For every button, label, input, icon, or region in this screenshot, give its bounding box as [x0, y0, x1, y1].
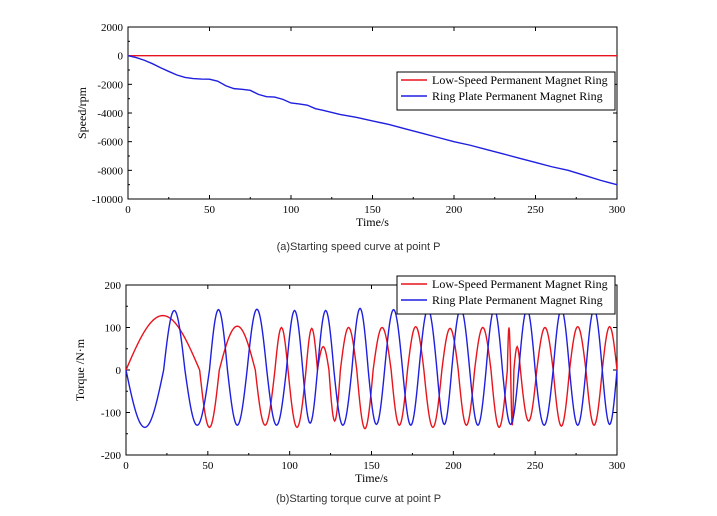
y-tick-label: -2000	[97, 79, 123, 91]
x-tick-label: 0	[125, 204, 131, 216]
x-tick-label: 0	[123, 460, 129, 472]
legend-box	[396, 275, 616, 315]
y-tick-label: 100	[105, 323, 122, 335]
plot-frame	[127, 26, 618, 200]
y-tick-label: -200	[101, 450, 122, 462]
speed-chart-figure: 0 50 100 150 200 250 300 -10000 -8000 -6000 -4000 -…	[75, 22, 626, 253]
y-tick-label: -100	[101, 408, 122, 420]
speed-chart: 0 50 100 150 200 250 300 -10000 -8000 -6000 -4000 -…	[75, 22, 626, 253]
x-tick-label: 150	[364, 204, 381, 216]
figure-caption: (a)Starting speed curve at point P	[277, 241, 441, 253]
torque-chart-figure: 0 50 100 150 200 250 300 -200 -100 0 100 200 Time/s T…	[0, 262, 717, 511]
series-line-0	[126, 314, 617, 430]
series-line-1	[126, 307, 617, 429]
x-tick-label: 200	[446, 204, 463, 216]
y-tick-label: 2000	[101, 22, 124, 34]
y-tick-label: 0	[116, 365, 122, 377]
legend-label: Low-Speed Permanent Magnet Ring	[432, 73, 608, 87]
x-tick-label: 300	[609, 460, 626, 472]
y-tick-label: -6000	[97, 137, 123, 149]
x-axis-label: Time/s	[355, 471, 388, 485]
y-tick-label: -10000	[92, 194, 124, 206]
y-tick-label: 200	[105, 280, 122, 292]
legend-label: Low-Speed Permanent Magnet Ring	[432, 277, 608, 291]
torque-chart: 0 50 100 150 200 250 300 -200 -100 0 100 200 Time/s T…	[73, 275, 626, 505]
x-tick-label: 100	[283, 204, 300, 216]
figure-caption: (b)Starting torque curve at point P	[276, 493, 441, 505]
x-axis-label: Time/s	[356, 215, 389, 229]
legend-label: Ring Plate Permanent Magnet Ring	[432, 293, 603, 307]
y-tick-label: 0	[118, 51, 124, 63]
x-tick-label: 250	[527, 204, 544, 216]
x-tick-label: 250	[527, 460, 544, 472]
y-tick-label: -8000	[97, 165, 123, 177]
y-tick-label: -4000	[97, 108, 123, 120]
series-line-1	[128, 54, 617, 186]
legend-box	[396, 71, 616, 111]
legend-label: Ring Plate Permanent Magnet Ring	[432, 89, 603, 103]
y-axis-label: Speed/rpm	[75, 86, 89, 139]
x-tick-label: 50	[202, 460, 214, 472]
x-tick-label: 100	[281, 460, 298, 472]
x-tick-label: 50	[204, 204, 216, 216]
y-axis-label: Torque /N·m	[73, 338, 87, 401]
x-tick-label: 300	[609, 204, 626, 216]
x-tick-label: 150	[363, 460, 380, 472]
x-tick-label: 200	[445, 460, 462, 472]
